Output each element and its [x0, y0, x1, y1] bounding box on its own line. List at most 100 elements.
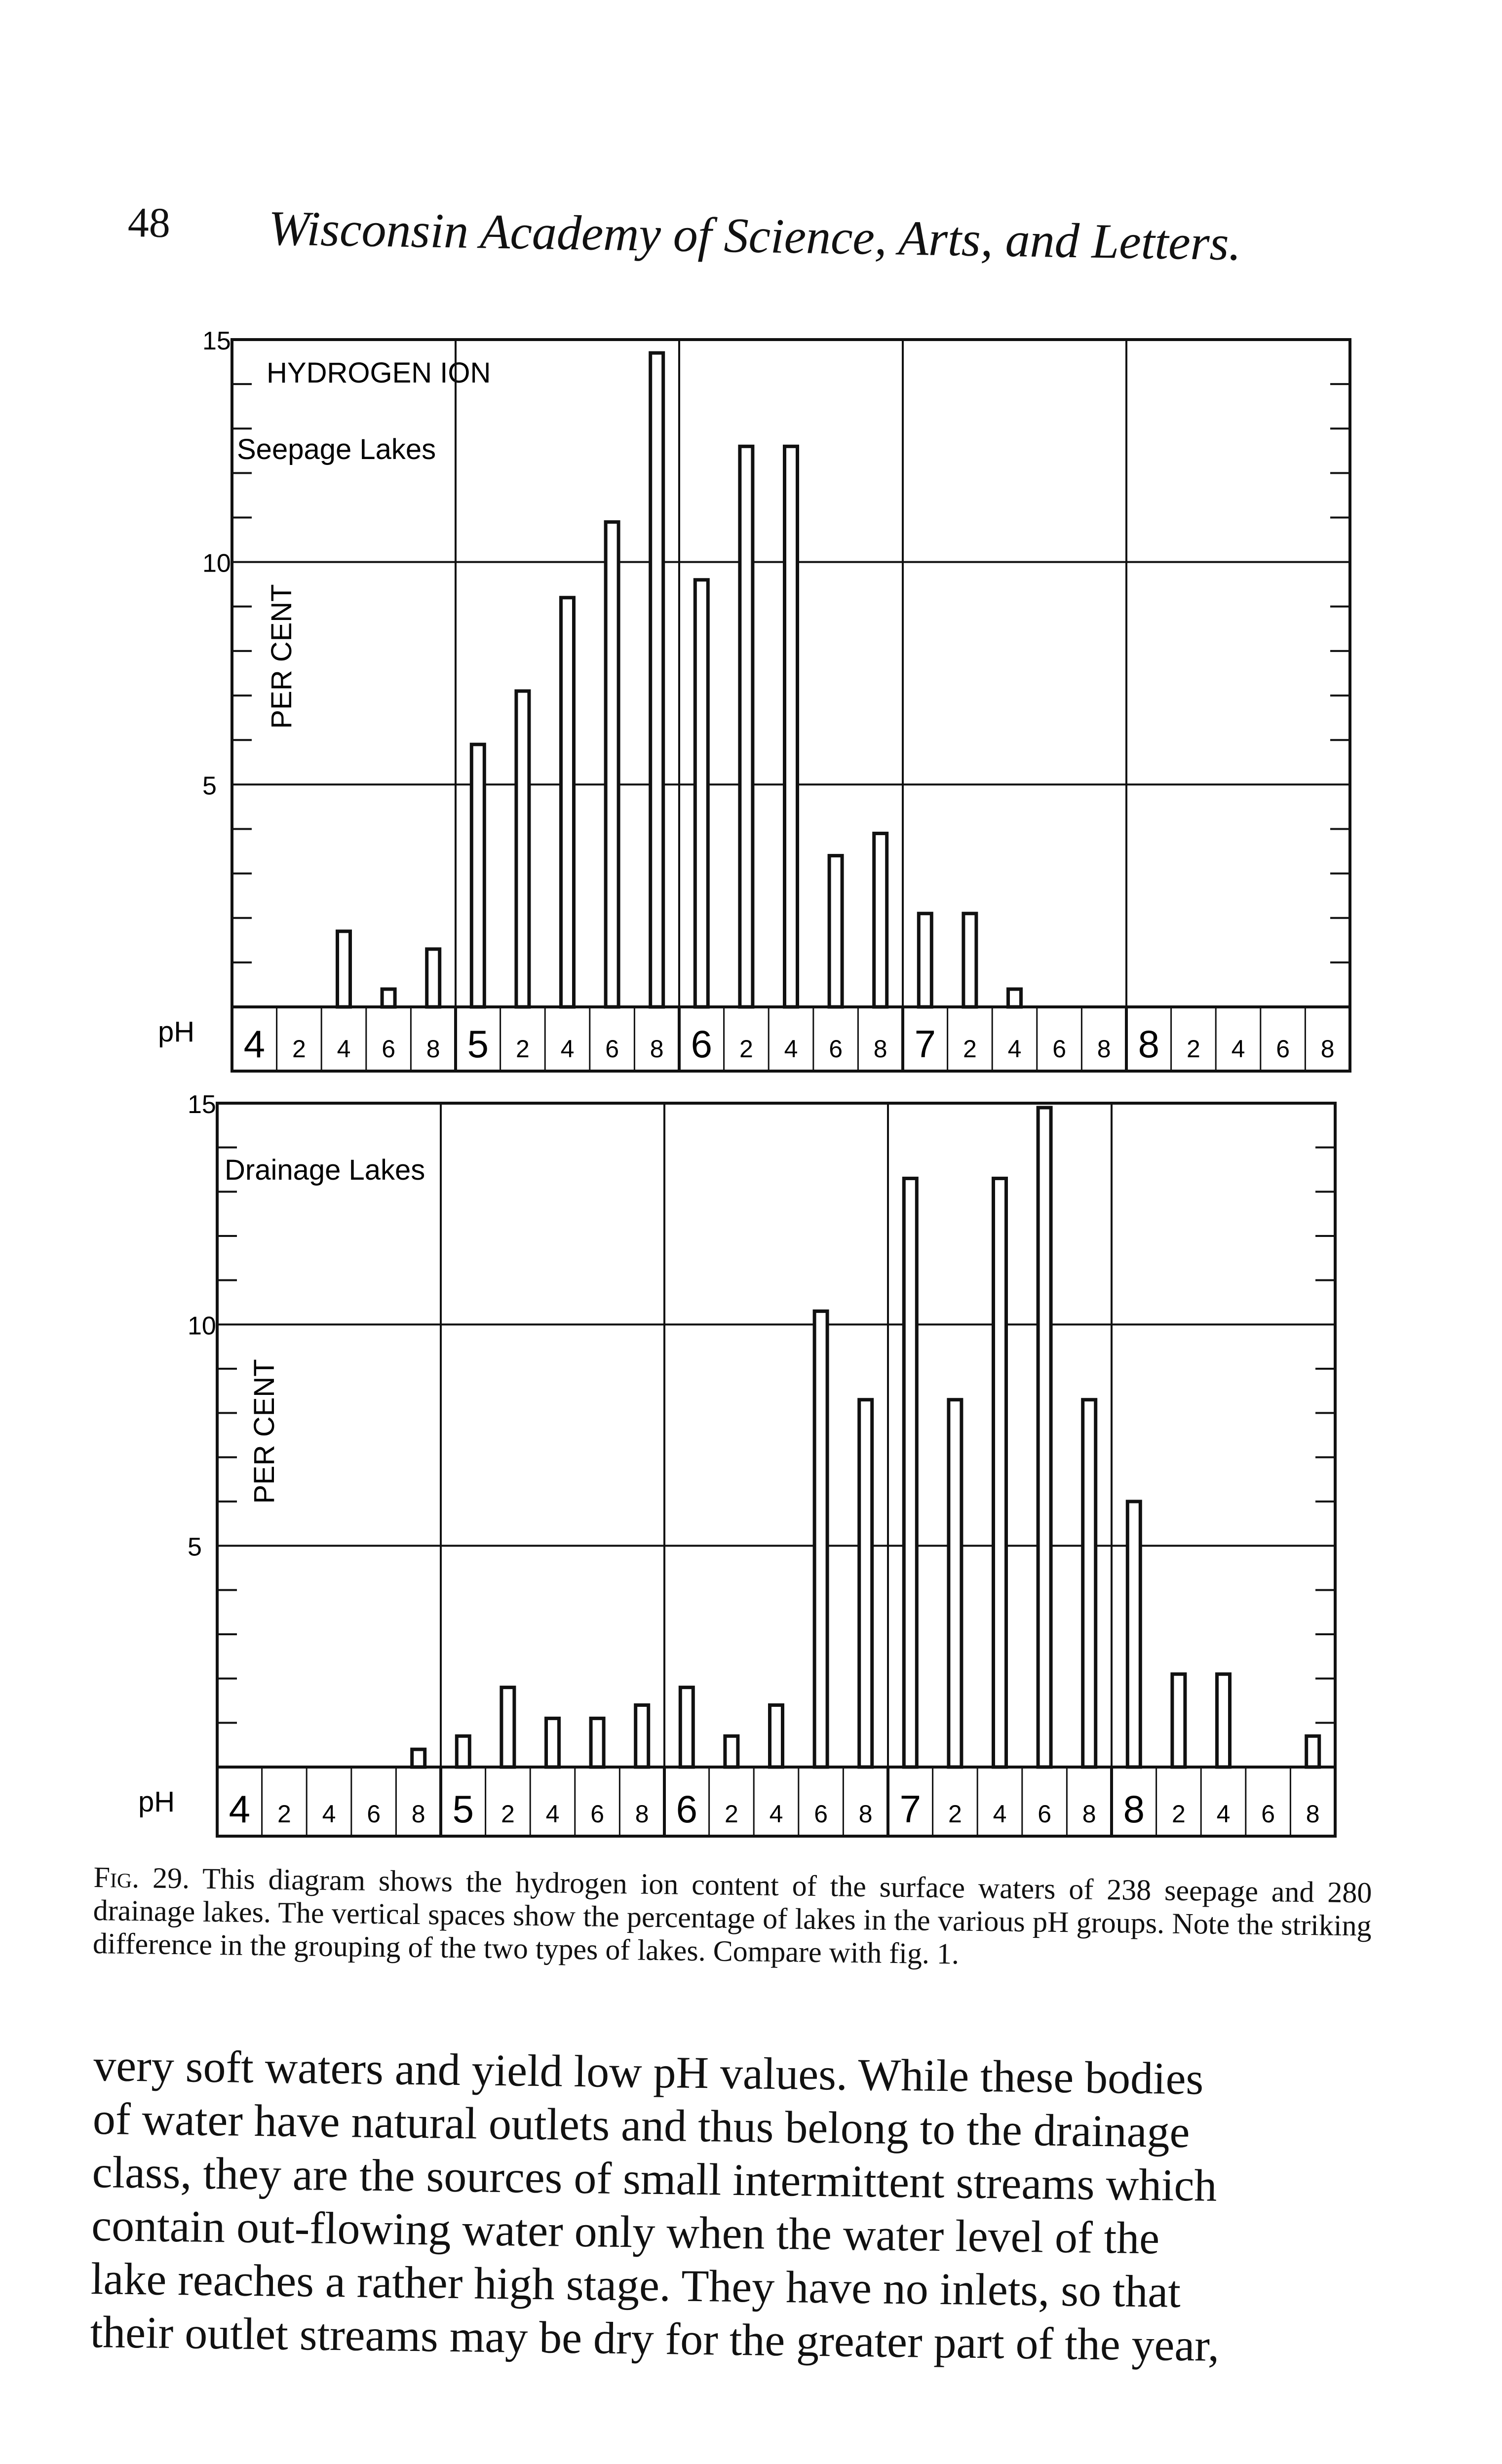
ph-tick-label: 6	[1276, 1035, 1290, 1063]
y-axis-label: PER CENT	[248, 1359, 280, 1503]
bar	[857, 1398, 874, 1769]
ph-tick-label: 4	[561, 1035, 575, 1063]
bar	[380, 987, 397, 1009]
ph-tick-label: 8	[1306, 1800, 1320, 1828]
ph-tick-label: 8	[635, 1800, 649, 1828]
ph-tick-label: 4	[546, 1800, 560, 1828]
ph-group-label: 5	[467, 1022, 489, 1066]
bar	[649, 351, 665, 1009]
y-tick-label: 10	[202, 549, 231, 578]
ph-tick-label: 6	[590, 1800, 604, 1828]
ph-group-label: 7	[915, 1022, 936, 1066]
y-axis-label: PER CENT	[266, 584, 298, 729]
ph-tick-label: 2	[725, 1800, 738, 1828]
bar	[589, 1716, 606, 1769]
ph-tick-label: 8	[1321, 1035, 1335, 1063]
ph-tick-label: 6	[605, 1035, 619, 1063]
caption-text: This diagram shows the hydrogen ion cont…	[92, 1862, 1372, 1970]
bar	[678, 1686, 695, 1769]
ph-tick-label: 2	[1187, 1035, 1200, 1063]
chart-subtitle: Seepage Lakes	[237, 433, 436, 465]
chart-subtitle: Drainage Lakes	[225, 1154, 425, 1186]
ph-group-label: 8	[1138, 1022, 1159, 1066]
y-tick-label: 5	[202, 771, 217, 800]
figure-caption: Fig. 29. This diagram shows the hydrogen…	[93, 1861, 1372, 1976]
ph-tick-label: 8	[650, 1035, 664, 1063]
bar	[992, 1176, 1008, 1769]
y-tick-label: 15	[188, 1090, 216, 1119]
ph-tick-label: 4	[1008, 1035, 1022, 1063]
ph-tick-label: 2	[948, 1800, 962, 1828]
seepage-lakes-chart: HYDROGEN ION Seepage Lakes PER CENT pH 1…	[158, 327, 1351, 1073]
ph-group-label: 8	[1123, 1787, 1145, 1831]
bar	[1081, 1398, 1098, 1769]
ph-tick-label: 2	[277, 1800, 291, 1828]
x-axis-label: pH	[138, 1786, 175, 1818]
ph-tick-label: 8	[1097, 1035, 1111, 1063]
ph-group-label: 4	[244, 1022, 265, 1066]
ph-tick-label: 2	[963, 1035, 977, 1063]
y-tick-label: 5	[188, 1533, 202, 1562]
ph-tick-label: 2	[1172, 1800, 1186, 1828]
ph-tick-label: 8	[859, 1800, 873, 1828]
ph-tick-label: 2	[739, 1035, 753, 1063]
bar	[455, 1734, 471, 1769]
ph-tick-label: 6	[382, 1035, 395, 1063]
bar	[872, 831, 889, 1009]
ph-tick-label: 4	[1217, 1800, 1231, 1828]
bar	[1170, 1672, 1187, 1769]
body-paragraph: very soft waters and yield low pH values…	[90, 2039, 1357, 2374]
bar	[812, 1309, 829, 1769]
bar	[634, 1703, 651, 1769]
ph-label-row	[231, 1005, 1351, 1073]
bar	[947, 1398, 963, 1769]
ph-tick-label: 2	[292, 1035, 306, 1063]
bar	[544, 1716, 561, 1769]
ph-tick-label: 8	[426, 1035, 440, 1063]
ph-group-label: 7	[900, 1787, 921, 1831]
ph-tick-label: 4	[337, 1035, 351, 1063]
bar	[425, 947, 442, 1009]
bar	[917, 912, 933, 1009]
bar	[1036, 1106, 1053, 1769]
bar	[604, 520, 620, 1009]
ph-tick-label: 2	[501, 1800, 515, 1828]
ph-tick-label: 6	[814, 1800, 828, 1828]
ph-bar-charts: HYDROGEN ION Seepage Lakes PER CENT pH 1…	[138, 327, 1351, 1838]
bar	[1305, 1734, 1321, 1769]
bar	[783, 444, 799, 1009]
ph-tick-label: 6	[1052, 1035, 1066, 1063]
bar	[827, 854, 844, 1009]
figure-label: Fig. 29.	[93, 1861, 190, 1895]
bar	[1006, 987, 1023, 1009]
ph-group-label: 5	[453, 1787, 474, 1831]
bar	[768, 1703, 784, 1769]
ph-tick-label: 4	[784, 1035, 798, 1063]
bar	[410, 1747, 427, 1769]
bar	[962, 912, 978, 1009]
ph-tick-label: 6	[829, 1035, 843, 1063]
y-tick-label: 10	[188, 1311, 216, 1340]
ph-tick-label: 4	[770, 1800, 783, 1828]
chart-title: HYDROGEN ION	[267, 357, 491, 389]
x-axis-label: pH	[158, 1016, 194, 1048]
bar	[336, 929, 352, 1009]
bar	[693, 578, 710, 1009]
ph-tick-label: 8	[874, 1035, 887, 1063]
ph-tick-label: 6	[367, 1800, 381, 1828]
ph-tick-label: 4	[1232, 1035, 1245, 1063]
ph-tick-label: 4	[993, 1800, 1007, 1828]
ph-tick-label: 6	[1261, 1800, 1275, 1828]
bar	[500, 1686, 516, 1769]
bar	[902, 1176, 919, 1769]
ph-group-label: 4	[229, 1787, 250, 1831]
y-tick-label: 15	[202, 327, 231, 355]
ph-tick-label: 2	[516, 1035, 530, 1063]
bar	[514, 689, 531, 1009]
bar	[1125, 1500, 1142, 1769]
bar	[1215, 1672, 1232, 1769]
ph-tick-label: 4	[322, 1800, 336, 1828]
ph-tick-label: 6	[1038, 1800, 1051, 1828]
ph-tick-label: 8	[412, 1800, 425, 1828]
